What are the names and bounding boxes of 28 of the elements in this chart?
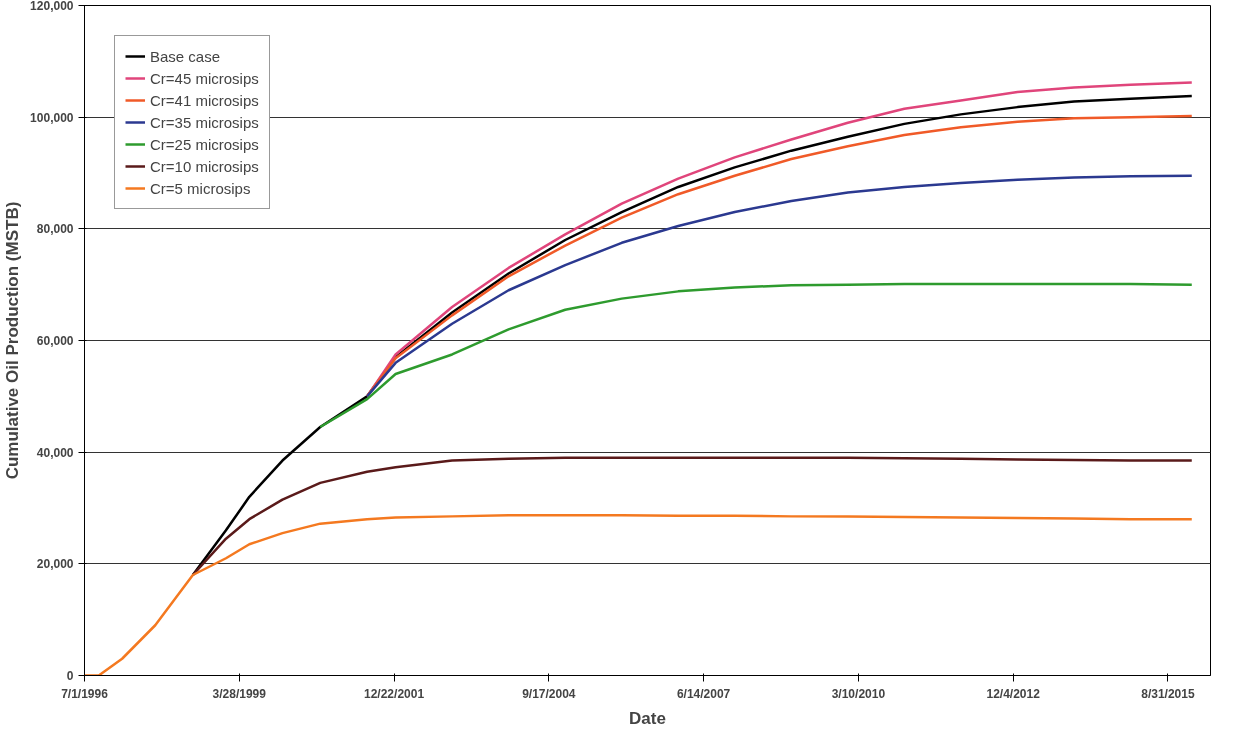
x-tick-label: 7/1/1996 <box>61 686 109 701</box>
y-tick-label: 100,000 <box>30 110 74 125</box>
x-tick-label: 12/4/2012 <box>986 686 1041 701</box>
x-tick-label: 3/28/1999 <box>212 686 267 701</box>
x-tick-label: 9/17/2004 <box>522 686 576 701</box>
legend-label: Cr=25 microsips <box>150 135 259 153</box>
y-tick-label: 0 <box>66 669 74 683</box>
x-axis-title: Date <box>629 708 666 728</box>
line-series <box>318 282 1194 429</box>
legend-label: Cr=10 microsips <box>150 157 259 175</box>
x-tick-label: 3/10/2010 <box>831 686 886 701</box>
legend-label: Cr=45 microsips <box>150 69 259 87</box>
legend-label: Cr=35 microsips <box>150 113 259 131</box>
x-tick-label: 12/22/2001 <box>364 686 425 701</box>
y-tick-label: 40,000 <box>36 445 74 460</box>
line-series <box>191 456 1194 577</box>
line-series <box>84 514 1194 676</box>
y-tick-label: 20,000 <box>36 557 74 572</box>
line-series <box>365 174 1194 398</box>
legend-label: Base case <box>150 47 221 65</box>
y-tick-label: 80,000 <box>36 222 74 237</box>
x-tick-label: 6/14/2007 <box>676 686 731 701</box>
y-tick-label: 120,000 <box>30 0 74 13</box>
legend-label: Cr=41 microsips <box>150 91 259 109</box>
x-tick-label: 8/31/2015 <box>1141 686 1195 701</box>
legend-label: Cr=5 microsips <box>150 179 251 197</box>
y-axis-title: Cumulative Oil Production (MSTB) <box>3 201 23 480</box>
y-tick-label: 60,000 <box>36 334 74 348</box>
